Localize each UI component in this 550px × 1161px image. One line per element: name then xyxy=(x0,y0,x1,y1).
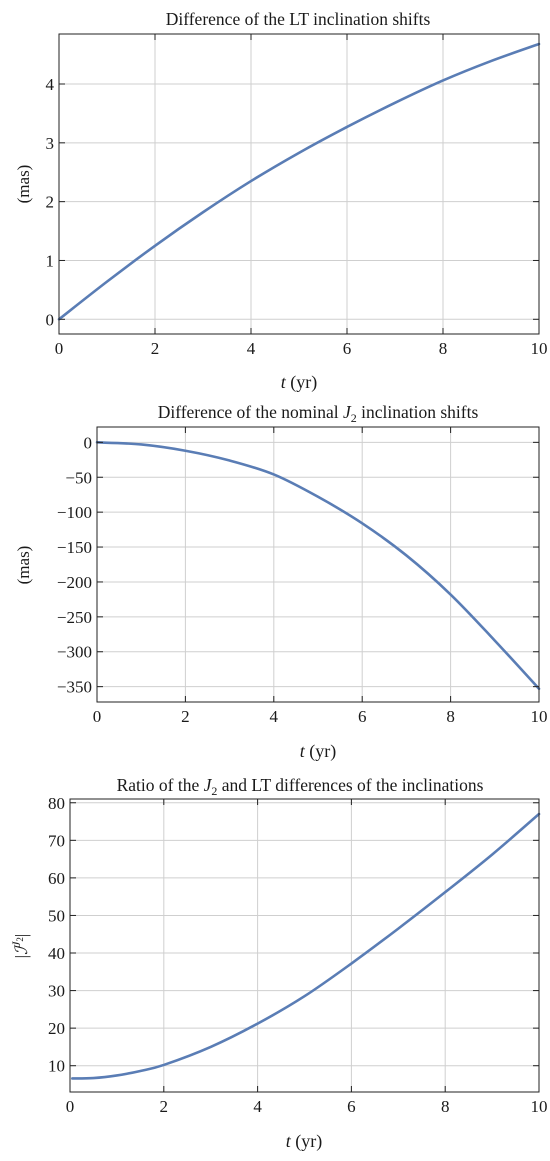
title-pre: Difference of the nominal xyxy=(158,402,343,422)
y-tick-label: −250 xyxy=(57,608,92,627)
y-tick-label: −150 xyxy=(57,538,92,557)
x-tick-label: 0 xyxy=(66,1097,75,1116)
y-tick-label: −300 xyxy=(57,643,92,662)
y-tick-label: 80 xyxy=(48,794,65,813)
x-tick-label: 2 xyxy=(151,339,160,358)
x-axis-unit: (yr) xyxy=(305,741,336,762)
title-post: and LT differences of the inclinations xyxy=(217,775,483,795)
x-axis-var: t xyxy=(286,1131,292,1151)
x-tick-label: 2 xyxy=(160,1097,169,1116)
title-subscript: 2 xyxy=(351,411,357,425)
x-axis-var: t xyxy=(281,372,287,392)
y-tick-label: 2 xyxy=(46,193,55,212)
x-axis-var: t xyxy=(300,741,306,761)
x-tick-label: 2 xyxy=(181,707,190,726)
ylabel-symbol: ℐ xyxy=(12,944,31,955)
y-tick-label: 0 xyxy=(46,310,55,329)
y-tick-label: −350 xyxy=(57,678,92,697)
x-tick-label: 4 xyxy=(270,707,279,726)
chart-title: Difference of the nominal J2 inclination… xyxy=(158,402,479,425)
y-axis-label: (mas) xyxy=(14,165,33,204)
title-symbol: J xyxy=(204,775,213,795)
title-symbol: J xyxy=(343,402,352,422)
title-post: inclination shifts xyxy=(357,402,479,422)
y-tick-label: 3 xyxy=(46,134,55,153)
x-tick-label: 6 xyxy=(343,339,352,358)
chart-title: Ratio of the J2 and LT differences of th… xyxy=(117,775,484,798)
ylabel-superscript-sub: 2 xyxy=(15,937,25,942)
x-tick-label: 0 xyxy=(93,707,102,726)
plot-frame xyxy=(96,426,540,703)
y-tick-label: 60 xyxy=(48,869,65,888)
y-tick-label: 1 xyxy=(46,251,55,270)
series-line xyxy=(71,812,541,1080)
y-axis-label: |ℐJ2| xyxy=(9,934,31,959)
y-tick-label: 30 xyxy=(48,982,65,1001)
y-tick-label: 70 xyxy=(48,831,65,850)
x-tick-label: 10 xyxy=(531,1097,548,1116)
x-tick-label: 10 xyxy=(531,707,548,726)
plot-frame xyxy=(69,798,540,1093)
y-tick-label: 10 xyxy=(48,1057,65,1076)
series-line xyxy=(57,42,541,321)
x-tick-label: 8 xyxy=(446,707,455,726)
y-tick-label: 50 xyxy=(48,906,65,925)
y-tick-label: 0 xyxy=(84,433,93,452)
chart-j2-shifts: Difference of the nominal J2 inclination… xyxy=(14,402,548,762)
x-axis-label: t (yr) xyxy=(300,741,337,762)
x-tick-label: 0 xyxy=(55,339,64,358)
x-axis-unit: (yr) xyxy=(286,372,317,393)
y-tick-label: −50 xyxy=(65,468,92,487)
y-tick-label: 4 xyxy=(46,75,55,94)
y-tick-label: −100 xyxy=(57,503,92,522)
x-tick-label: 8 xyxy=(441,1097,450,1116)
title-subscript: 2 xyxy=(211,784,217,798)
x-tick-label: 6 xyxy=(347,1097,356,1116)
ylabel-bar-left: | xyxy=(12,955,31,958)
x-tick-label: 10 xyxy=(531,339,548,358)
x-tick-label: 6 xyxy=(358,707,367,726)
y-axis-label: (mas) xyxy=(14,546,33,585)
x-tick-label: 8 xyxy=(439,339,448,358)
ylabel-bar-right: | xyxy=(12,934,31,937)
y-tick-label: 40 xyxy=(48,944,65,963)
chart-title: Difference of the LT inclination shifts xyxy=(166,9,431,29)
x-axis-label: t (yr) xyxy=(286,1131,323,1152)
chart-lt-shifts: Difference of the LT inclination shifts … xyxy=(14,9,548,393)
y-tick-label: −200 xyxy=(57,573,92,592)
title-pre: Ratio of the xyxy=(117,775,204,795)
series-line xyxy=(95,441,541,691)
y-tick-label: 20 xyxy=(48,1019,65,1038)
x-tick-label: 4 xyxy=(253,1097,262,1116)
x-axis-unit: (yr) xyxy=(291,1131,322,1152)
ylabel-superscript: J xyxy=(9,941,23,947)
chart-ratio: Ratio of the J2 and LT differences of th… xyxy=(9,775,548,1152)
plot-frame xyxy=(58,33,540,335)
x-axis-label: t (yr) xyxy=(281,372,318,393)
x-tick-label: 4 xyxy=(247,339,256,358)
